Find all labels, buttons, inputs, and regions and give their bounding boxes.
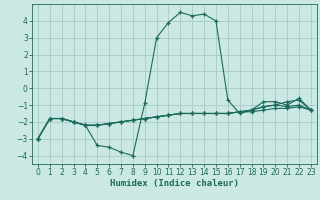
- X-axis label: Humidex (Indice chaleur): Humidex (Indice chaleur): [110, 179, 239, 188]
